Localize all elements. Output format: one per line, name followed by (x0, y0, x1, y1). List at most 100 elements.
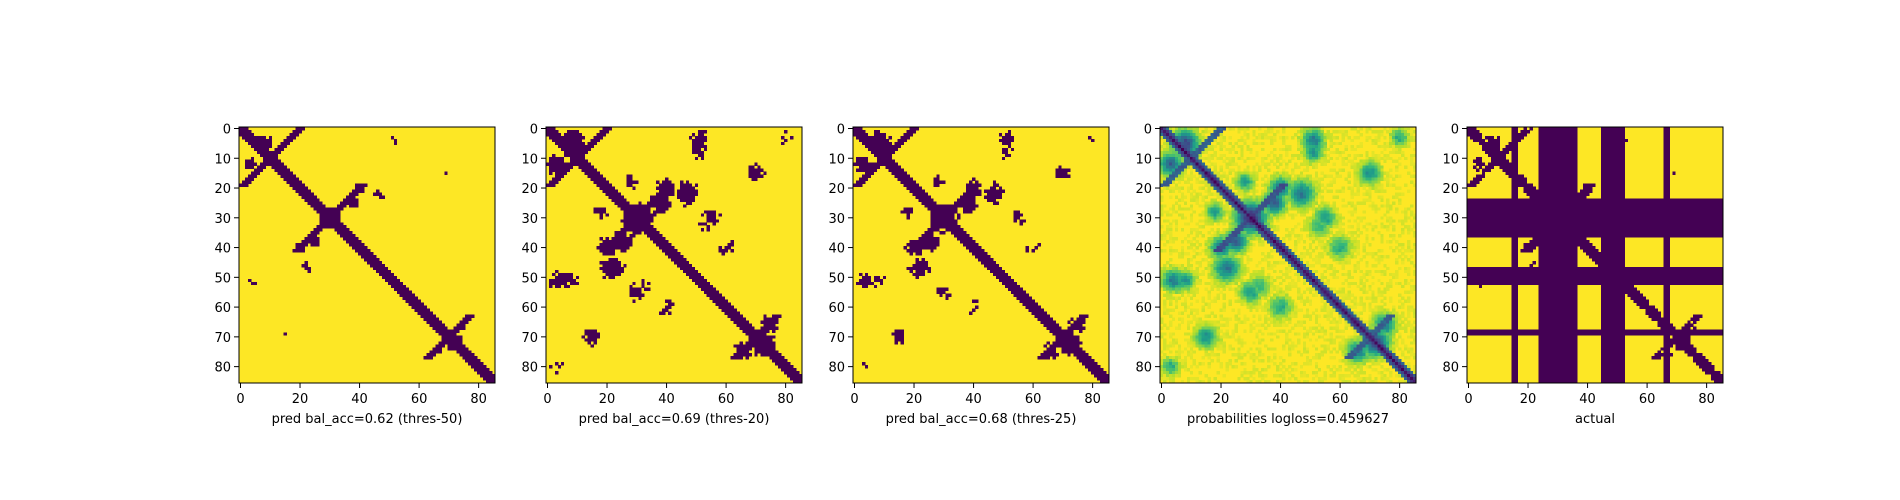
heatmap-cell (295, 183, 299, 187)
heatmap-cell (688, 135, 693, 140)
heatmap-cell (1216, 132, 1220, 137)
heatmap-cell (739, 353, 743, 357)
heatmap-cell (939, 207, 943, 211)
heatmap-cell (1228, 207, 1232, 211)
heatmap-cell (1171, 162, 1176, 167)
heatmap-cell (554, 284, 559, 289)
heatmap-cell (876, 132, 881, 137)
heatmap-cell (1368, 135, 1372, 140)
heatmap-cell (751, 168, 755, 172)
heatmap-cell (1395, 127, 1399, 131)
heatmap-cell (1055, 329, 1059, 333)
heatmap-cell (653, 204, 657, 208)
heatmap-cell (1377, 168, 1381, 172)
heatmap-cell (969, 249, 973, 253)
heatmap-cell (1395, 240, 1399, 244)
heatmap-cell (682, 266, 687, 271)
heatmap-cell (1004, 272, 1009, 277)
heatmap-cell (1225, 156, 1229, 161)
heatmap-cell (876, 275, 881, 280)
heatmap-cell (1171, 180, 1176, 184)
heatmap-cell (733, 308, 737, 312)
heatmap-cell (569, 150, 574, 155)
heatmap-cell (1299, 234, 1304, 238)
heatmap-cell (599, 213, 603, 217)
heatmap-cell (1076, 323, 1080, 327)
heatmap-cell (1296, 222, 1301, 226)
heatmap-cell (1243, 222, 1247, 226)
heatmap-cell (551, 183, 556, 187)
heatmap-cell (712, 222, 717, 226)
heatmap-cell (900, 341, 904, 345)
heatmap-cell (1010, 290, 1015, 295)
heatmap-cell (614, 240, 618, 244)
heatmap-cell (292, 129, 296, 134)
heatmap-cell (724, 249, 728, 253)
heatmap-cell (763, 314, 767, 318)
heatmap-cell (927, 201, 931, 205)
heatmap-cell (1356, 153, 1360, 158)
heatmap-cell (1160, 204, 1164, 208)
heatmap-cell (361, 243, 365, 247)
heatmap-cell (1174, 225, 1179, 229)
heatmap-cell (1180, 195, 1185, 199)
heatmap-cell (617, 234, 621, 238)
heatmap-cell (921, 257, 925, 262)
heatmap-cell (1210, 234, 1214, 238)
heatmap-cell (1258, 207, 1262, 211)
heatmap-cell (653, 213, 657, 217)
heatmap-cell (1282, 240, 1286, 244)
heatmap-cell (903, 210, 907, 214)
heatmap-cell (355, 243, 359, 247)
heatmap-cell (447, 347, 451, 351)
heatmap-cell (796, 374, 800, 378)
heatmap-cell (1410, 213, 1414, 217)
heatmap-cell (1046, 356, 1050, 360)
heatmap-cell (1356, 177, 1360, 181)
heatmap-cell (1219, 189, 1223, 193)
heatmap-cell (247, 174, 252, 178)
heatmap-cell (730, 249, 734, 253)
heatmap-cell (1305, 207, 1310, 211)
heatmap-cell (709, 296, 714, 300)
heatmap-cell (450, 341, 454, 345)
heatmap-cell (1305, 195, 1310, 199)
heatmap-cell (1290, 177, 1295, 181)
heatmap-cell (1162, 156, 1167, 161)
heatmap-cell (1207, 231, 1211, 235)
heatmap-cell (1171, 177, 1176, 181)
heatmap-cell (1207, 222, 1211, 226)
heatmap-cell (1174, 222, 1179, 226)
heatmap-cell (989, 195, 994, 199)
heatmap-cell (1252, 222, 1256, 226)
heatmap-cell (578, 147, 583, 152)
heatmap-cell (650, 225, 654, 229)
heatmap-cell (256, 165, 261, 170)
heatmap-cell (718, 302, 722, 306)
heatmap-cell (1085, 359, 1089, 363)
heatmap-cell (1320, 234, 1325, 238)
heatmap-cell (1055, 353, 1059, 357)
heatmap-cell (954, 201, 958, 205)
heatmap-cell (554, 171, 559, 175)
heatmap-cell (1231, 180, 1235, 184)
heatmap-cell (778, 356, 782, 360)
heatmap-cell (1106, 380, 1110, 384)
heatmap-cell (870, 150, 875, 155)
heatmap-cell (1299, 192, 1304, 196)
heatmap-cell (1228, 186, 1232, 190)
heatmap-cell (1267, 177, 1271, 181)
heatmap-cell (316, 237, 320, 241)
heatmap-cell (873, 278, 878, 283)
heatmap-cell (1335, 129, 1339, 134)
heatmap-cell (286, 180, 290, 184)
heatmap-cell (1356, 180, 1360, 184)
heatmap-cell (998, 138, 1003, 143)
heatmap-cell (608, 195, 612, 199)
heatmap-cell (1228, 198, 1232, 202)
heatmap-cell (572, 147, 577, 152)
heatmap-cell (1374, 162, 1378, 167)
heatmap-cell (1282, 177, 1286, 181)
heatmap-cell (679, 257, 684, 262)
heatmap-cell (337, 207, 341, 211)
